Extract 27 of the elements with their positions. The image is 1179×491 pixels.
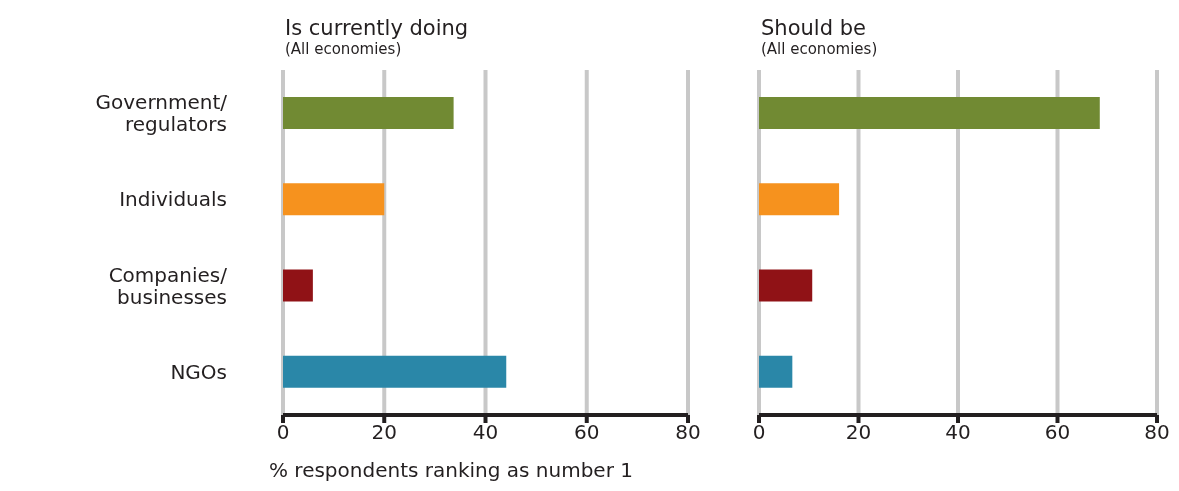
y-tick-label: NGOs [170,359,227,384]
bar [759,355,793,388]
chart-subtitle: (All economies) [285,40,403,58]
chart-subtitle: (All economies) [761,40,878,58]
y-tick-label: Government/ regulators [95,90,228,137]
y-tick-label: Companies/ businesses [108,262,228,309]
x-tick-label: 20 [845,420,872,445]
bar [759,269,813,302]
x-tick-label: 60 [574,420,600,445]
x-tick-label: 80 [675,420,701,445]
chart-title: Is currently doing [285,16,469,40]
bar [283,183,385,216]
bar [283,97,454,129]
x-axis-title: % respondents ranking as number 1 [269,458,633,482]
bar [283,355,507,388]
y-tick-label: Individuals [119,187,227,212]
x-tick-label: 40 [472,420,499,445]
bar [759,97,1100,129]
x-tick-label: 0 [276,420,290,445]
bar [759,183,840,216]
x-tick-label: 40 [945,420,971,445]
x-tick-label: 20 [371,420,397,445]
x-tick-label: 0 [752,420,766,445]
x-tick-label: 80 [1144,420,1170,445]
bar [283,269,313,302]
x-tick-label: 60 [1044,420,1071,445]
chart-title: Should be [761,16,867,40]
